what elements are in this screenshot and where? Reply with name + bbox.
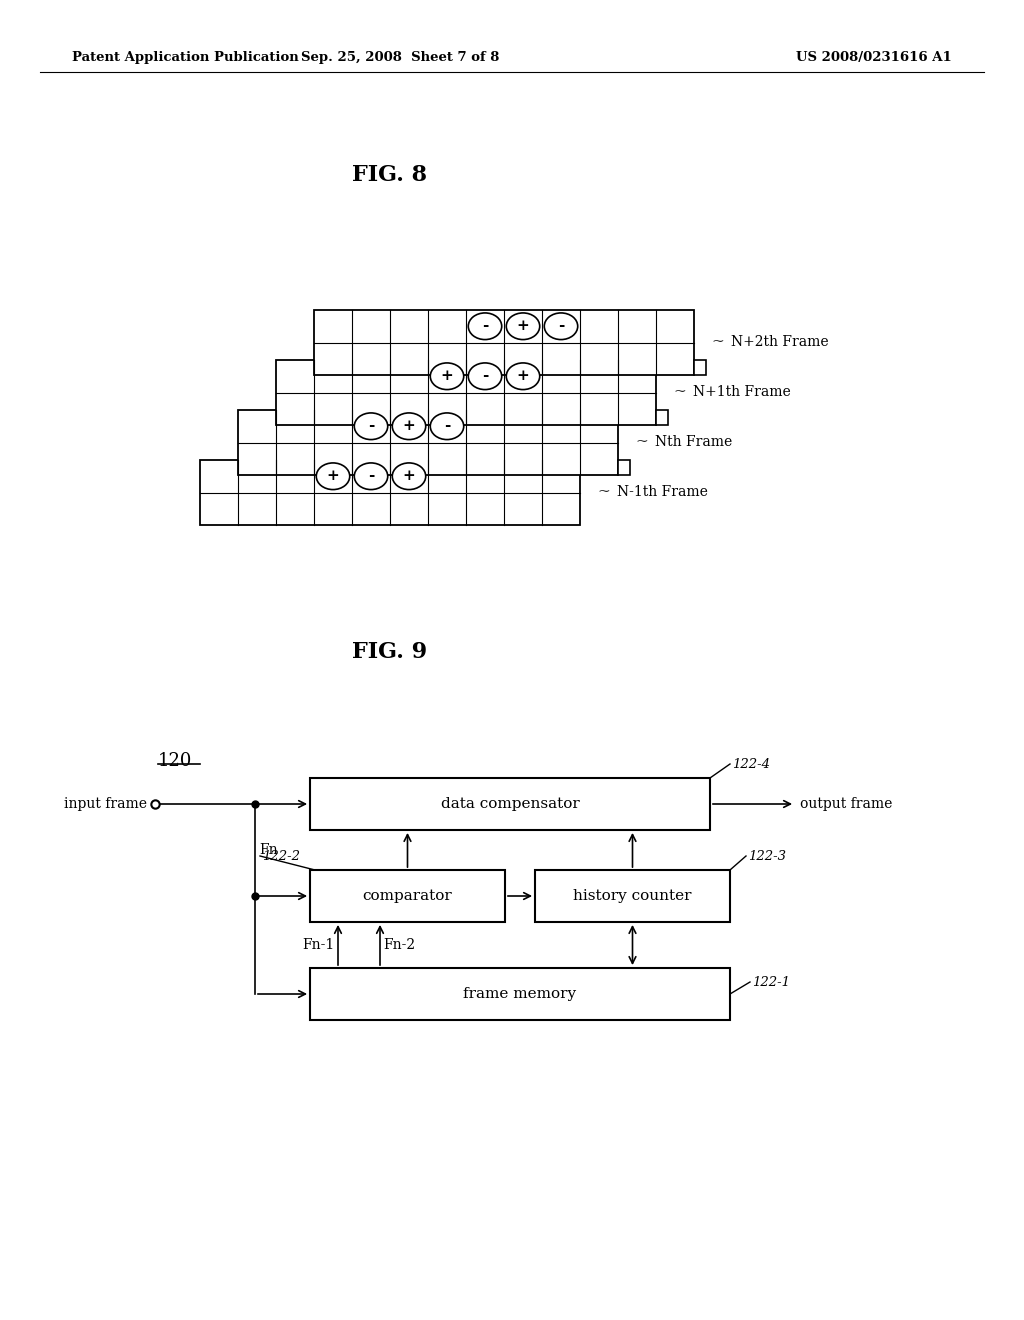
Text: ~: ~ (711, 335, 724, 350)
Text: 122-1: 122-1 (752, 975, 790, 989)
Bar (310, 870, 505, 921)
Text: 122-3: 122-3 (748, 850, 786, 862)
Text: Fn: Fn (259, 843, 278, 857)
Text: data compensator: data compensator (440, 797, 580, 810)
Text: FIG. 9: FIG. 9 (352, 642, 428, 663)
Text: Patent Application Publication: Patent Application Publication (72, 51, 299, 65)
Ellipse shape (545, 313, 578, 339)
Bar (310, 968, 730, 1020)
Text: +: + (440, 370, 454, 383)
Bar (535, 870, 730, 921)
Text: Fn-1: Fn-1 (303, 939, 335, 952)
Bar (200, 459, 580, 525)
Text: -: - (558, 319, 564, 333)
Text: comparator: comparator (362, 888, 453, 903)
Ellipse shape (354, 413, 388, 440)
Bar (310, 777, 710, 830)
Ellipse shape (316, 463, 350, 490)
Text: frame memory: frame memory (464, 987, 577, 1001)
Bar (238, 411, 618, 475)
Text: N+2th Frame: N+2th Frame (731, 335, 828, 350)
Text: -: - (368, 420, 374, 433)
Text: Sep. 25, 2008  Sheet 7 of 8: Sep. 25, 2008 Sheet 7 of 8 (301, 51, 499, 65)
Text: -: - (482, 370, 488, 383)
Ellipse shape (468, 313, 502, 339)
Bar (276, 360, 656, 425)
Text: history counter: history counter (573, 888, 692, 903)
Text: 120: 120 (158, 752, 193, 770)
Ellipse shape (468, 363, 502, 389)
Text: N+1th Frame: N+1th Frame (693, 385, 791, 400)
Text: -: - (443, 420, 451, 433)
Text: ~: ~ (673, 385, 686, 400)
Text: ~: ~ (597, 486, 609, 499)
Text: FIG. 8: FIG. 8 (352, 164, 428, 186)
Ellipse shape (392, 413, 426, 440)
Text: -: - (482, 319, 488, 333)
Ellipse shape (354, 463, 388, 490)
Text: US 2008/0231616 A1: US 2008/0231616 A1 (797, 51, 952, 65)
Text: -: - (368, 469, 374, 483)
Text: Nth Frame: Nth Frame (655, 436, 732, 450)
Bar (656, 411, 668, 425)
Ellipse shape (430, 363, 464, 389)
Ellipse shape (506, 363, 540, 389)
Text: ~: ~ (635, 436, 648, 450)
Ellipse shape (506, 313, 540, 339)
Text: +: + (517, 319, 529, 333)
Bar (314, 310, 694, 375)
Text: input frame: input frame (63, 797, 147, 810)
Text: Fn-2: Fn-2 (383, 939, 415, 952)
Text: output frame: output frame (800, 797, 892, 810)
Ellipse shape (392, 463, 426, 490)
Text: +: + (402, 420, 416, 433)
Ellipse shape (430, 413, 464, 440)
Text: +: + (517, 370, 529, 383)
Bar (694, 360, 706, 375)
Text: +: + (327, 469, 339, 483)
Text: +: + (402, 469, 416, 483)
Text: 122-2: 122-2 (262, 850, 300, 862)
Text: 122-4: 122-4 (732, 758, 770, 771)
Text: N-1th Frame: N-1th Frame (617, 486, 708, 499)
Bar (618, 459, 630, 475)
